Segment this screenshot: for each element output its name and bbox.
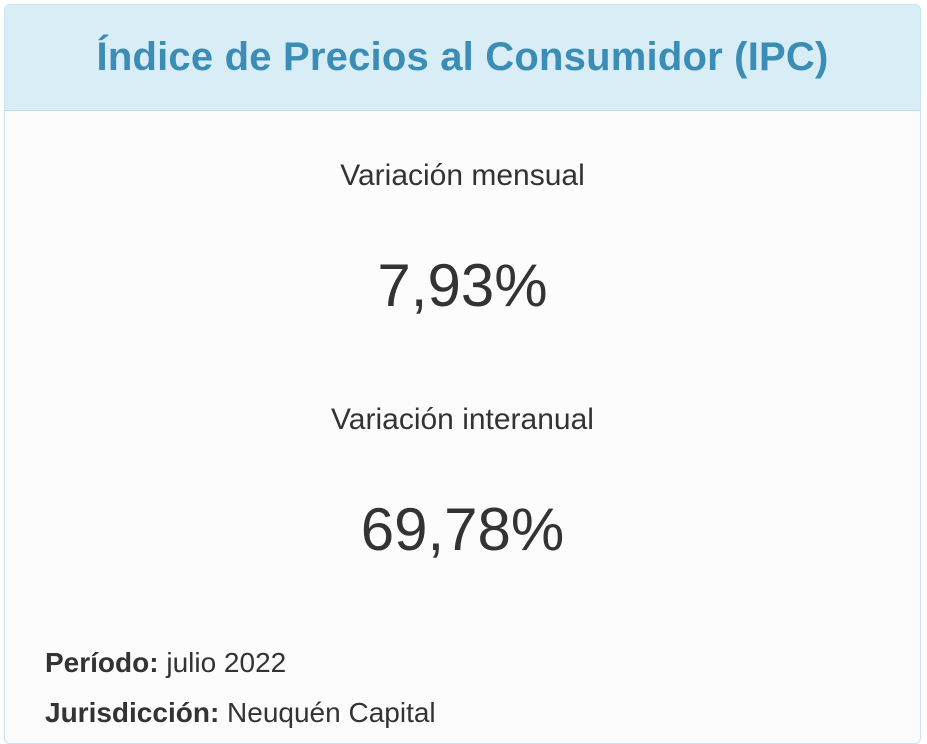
period-line: Período: julio 2022 bbox=[45, 647, 286, 679]
jurisdiction-value: Neuquén Capital bbox=[227, 697, 436, 728]
yearly-variation-label: Variación interanual bbox=[331, 403, 594, 436]
jurisdiction-line: Jurisdicción: Neuquén Capital bbox=[45, 697, 436, 729]
period-label: Período: bbox=[45, 647, 159, 678]
yearly-variation-value: 69,78% bbox=[360, 496, 565, 563]
card-header: Índice de Precios al Consumidor (IPC) bbox=[5, 5, 920, 111]
monthly-variation-label: Variación mensual bbox=[340, 159, 585, 192]
ipc-card: Índice de Precios al Consumidor (IPC) Va… bbox=[4, 4, 921, 744]
monthly-variation-value: 7,93% bbox=[377, 252, 548, 319]
period-value: julio 2022 bbox=[166, 647, 287, 678]
card-body: Variación mensual 7,93% Variación intera… bbox=[5, 111, 920, 741]
page-title: Índice de Precios al Consumidor (IPC) bbox=[96, 35, 829, 79]
jurisdiction-label: Jurisdicción: bbox=[45, 697, 220, 728]
